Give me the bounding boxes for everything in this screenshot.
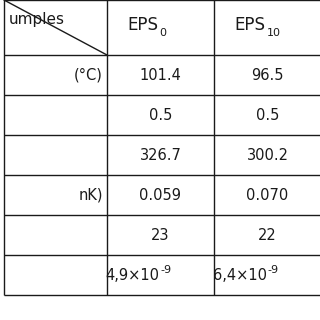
Text: 300.2: 300.2 <box>246 148 289 163</box>
Text: 4,9×10: 4,9×10 <box>106 268 159 283</box>
Text: umples: umples <box>9 12 65 27</box>
Text: 10: 10 <box>267 28 281 37</box>
Text: -9: -9 <box>161 265 172 275</box>
Text: nK): nK) <box>78 188 103 203</box>
Text: 0.5: 0.5 <box>149 108 172 123</box>
Text: 96.5: 96.5 <box>251 68 284 83</box>
Text: 0.070: 0.070 <box>246 188 289 203</box>
Text: 0: 0 <box>159 28 166 37</box>
Text: 6,4×10: 6,4×10 <box>212 268 267 283</box>
Text: 22: 22 <box>258 228 277 243</box>
Text: EPS: EPS <box>235 17 266 35</box>
Text: EPS: EPS <box>127 17 158 35</box>
Text: (°C): (°C) <box>74 68 103 83</box>
Text: 0.059: 0.059 <box>140 188 181 203</box>
Text: 101.4: 101.4 <box>140 68 181 83</box>
Text: 23: 23 <box>151 228 170 243</box>
Text: 0.5: 0.5 <box>256 108 279 123</box>
Text: 326.7: 326.7 <box>140 148 181 163</box>
Text: -9: -9 <box>268 265 279 275</box>
